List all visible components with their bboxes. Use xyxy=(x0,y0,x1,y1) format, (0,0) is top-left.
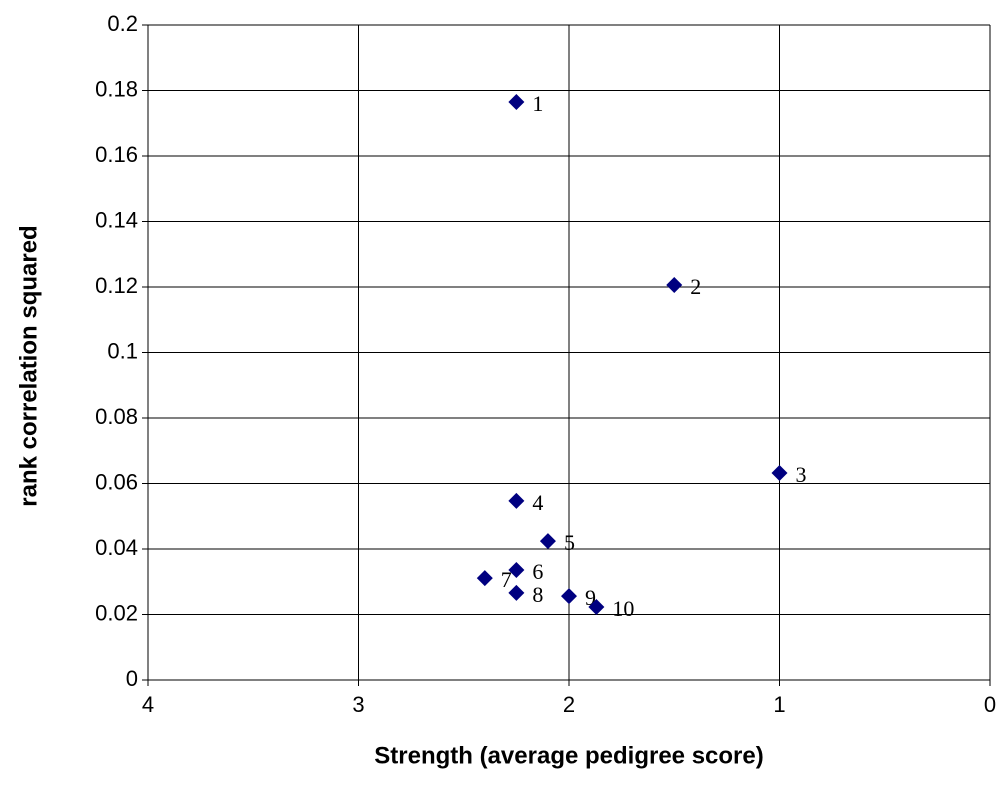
point xyxy=(508,492,525,509)
y-axis-title: rank correlation squared xyxy=(15,225,42,506)
point xyxy=(588,598,605,615)
y-tick-label: 0.08 xyxy=(95,404,138,429)
y-tick-label: 0.04 xyxy=(95,535,138,560)
point xyxy=(561,588,577,605)
y-tick-label: 0.1 xyxy=(107,338,138,363)
point xyxy=(508,561,525,578)
point xyxy=(666,277,683,294)
x-tick-label: 1 xyxy=(773,692,785,717)
x-tick-label: 0 xyxy=(984,692,996,717)
point-label: 3 xyxy=(796,462,807,487)
point-label: 2 xyxy=(690,274,701,299)
x-tick-label: 2 xyxy=(563,692,575,717)
y-tick-label: 0.06 xyxy=(95,469,138,494)
x-tick-label: 4 xyxy=(142,692,154,717)
point-label: 4 xyxy=(532,490,543,515)
y-tick-label: 0 xyxy=(126,666,138,691)
point-label: 7 xyxy=(501,567,512,592)
point-label: 5 xyxy=(564,530,575,555)
x-axis-title: Strength (average pedigree score) xyxy=(374,742,763,769)
point-label: 8 xyxy=(532,582,543,607)
y-tick-label: 0.02 xyxy=(95,600,138,625)
point xyxy=(508,93,525,110)
y-tick-label: 0.14 xyxy=(95,207,138,232)
point-label: 10 xyxy=(612,596,634,621)
point-label: 1 xyxy=(532,91,543,116)
point xyxy=(476,570,493,587)
y-tick-label: 0.12 xyxy=(95,273,138,298)
point-label: 9 xyxy=(585,585,596,610)
y-tick-label: 0.18 xyxy=(95,76,138,101)
point xyxy=(539,533,556,550)
y-tick-label: 0.16 xyxy=(95,142,138,167)
x-tick-label: 3 xyxy=(352,692,364,717)
point xyxy=(508,584,525,601)
point xyxy=(771,465,788,482)
y-tick-label: 0.2 xyxy=(107,11,138,36)
point-label: 6 xyxy=(532,559,543,584)
